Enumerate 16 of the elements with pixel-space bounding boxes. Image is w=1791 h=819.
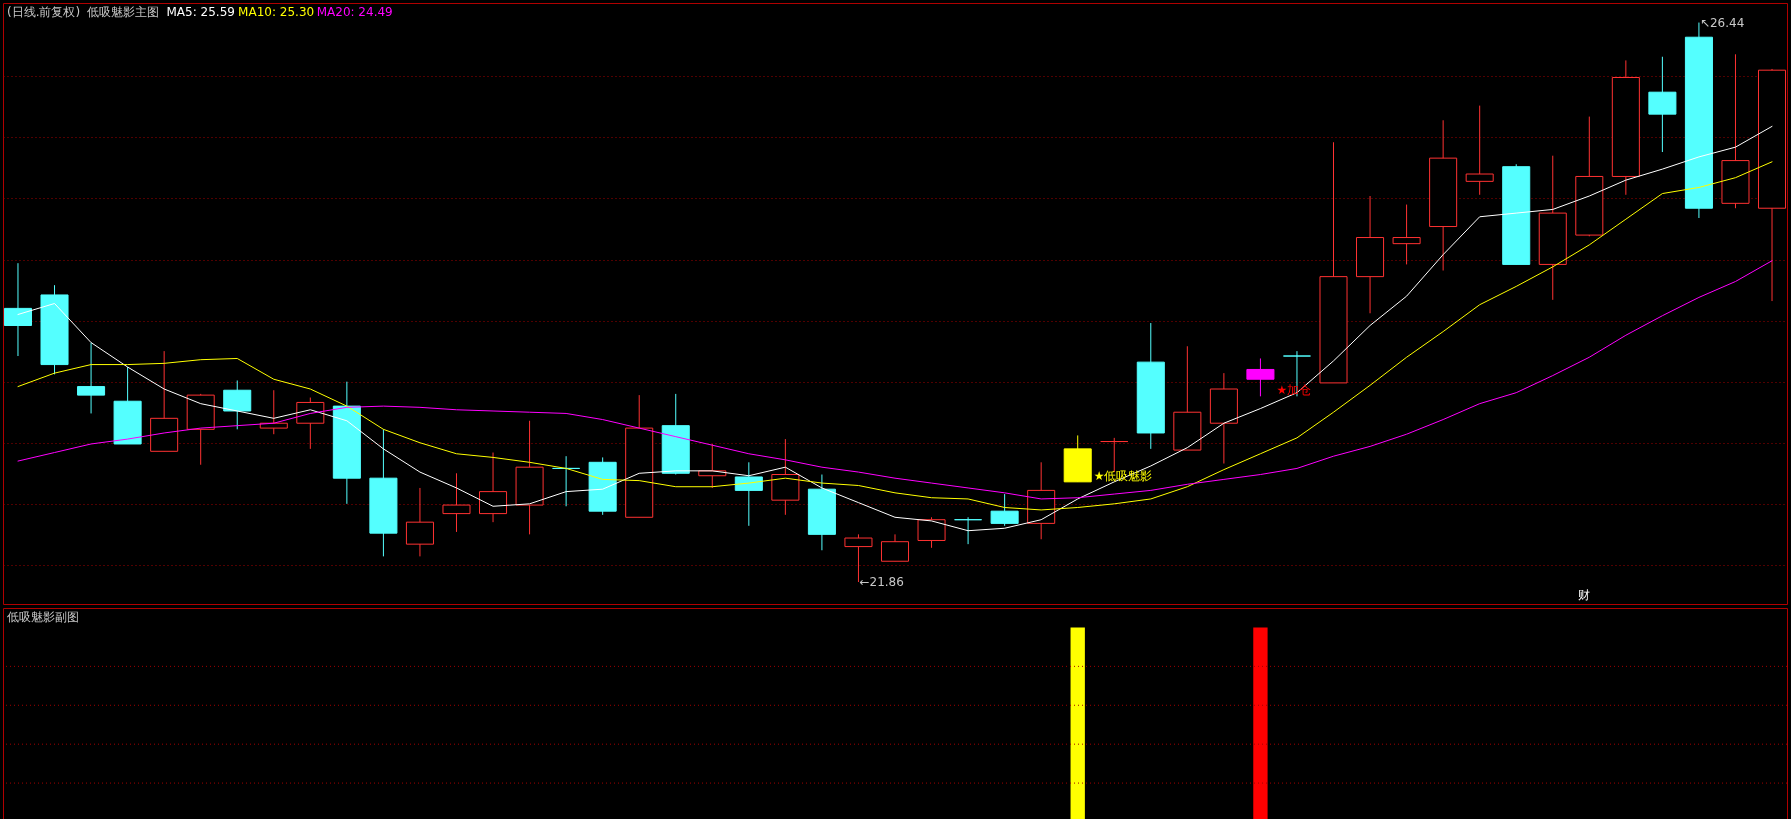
candlestick (552, 455, 581, 507)
annotation: ←21.86 (859, 575, 904, 590)
candlestick (77, 342, 106, 414)
chart-title: (日线.前复权) (7, 5, 81, 19)
candlestick (1465, 105, 1494, 196)
candlestick (1392, 204, 1421, 265)
candlestick (442, 472, 471, 533)
text: MA20: 24.49 (316, 5, 393, 19)
candlestick (954, 516, 983, 545)
annotation: ★加仓 (1276, 383, 1312, 398)
chart-subtitle: 低吸魅影主图 (86, 5, 159, 19)
text: MA5: 25.59 (166, 5, 235, 19)
annotation: ↖26.44 (1699, 15, 1745, 30)
text: MA10: 25.30 (238, 5, 315, 19)
chart-title: 低吸魅影副图 (7, 610, 79, 624)
annotation: 财 (1577, 588, 1590, 602)
